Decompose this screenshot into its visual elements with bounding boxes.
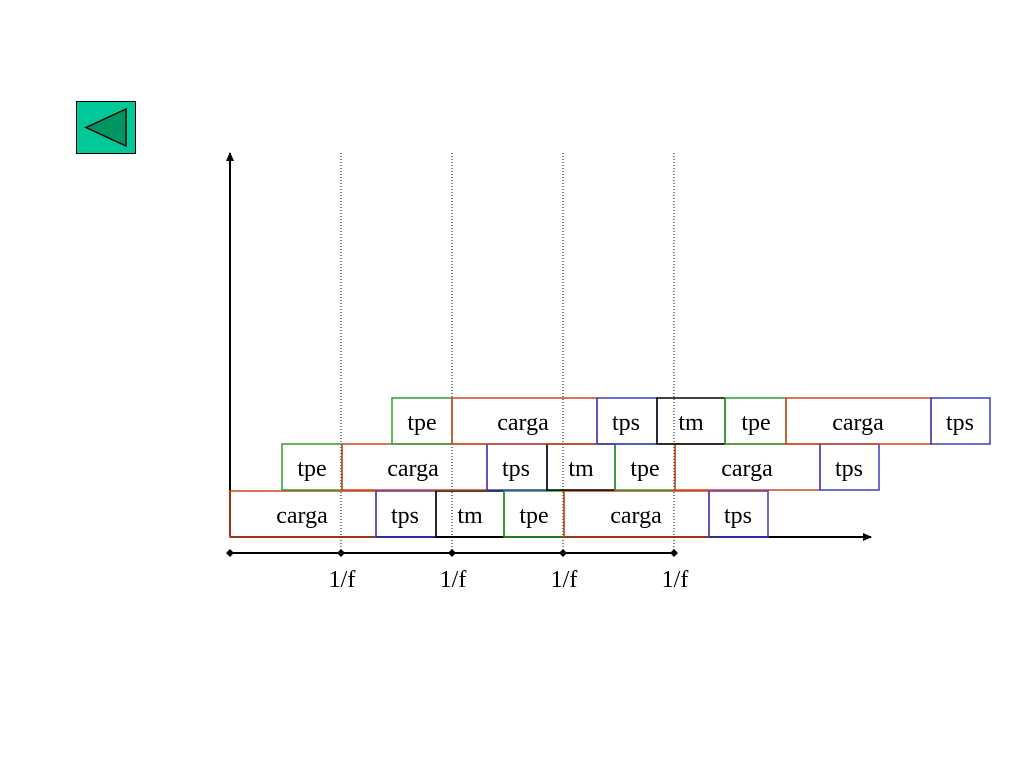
tps-block (708, 490, 769, 538)
period-guides (340, 153, 675, 553)
period-label: 1/f (551, 567, 578, 593)
block-label: carga (387, 456, 439, 482)
left-triangle-icon (76, 101, 136, 154)
block-label: tm (568, 456, 594, 482)
period-tick (226, 549, 234, 557)
block-label: tps (391, 503, 419, 529)
block-label: tps (502, 456, 530, 482)
back-button[interactable] (76, 101, 136, 154)
block-label: carga (497, 410, 549, 436)
period-tick (559, 549, 567, 557)
block-label: tpe (407, 410, 436, 436)
period-scale: 1/f 1/f 1/f 1/f (226, 549, 688, 593)
period-label: 1/f (662, 567, 689, 593)
pipeline-row-3: tpe carga tps tm tpe carga tps (391, 397, 991, 445)
pipeline-row-2: tpe carga tps tm tpe carga tps (281, 443, 880, 491)
block-label: tpe (630, 456, 659, 482)
block-label: carga (276, 503, 328, 529)
block-label: tpe (519, 503, 548, 529)
block-label: tps (724, 503, 752, 529)
block-label: tm (457, 503, 483, 529)
period-tick (670, 549, 678, 557)
tps-block (930, 397, 991, 445)
pipeline-row-1: carga tps tm tpe carga tps (229, 490, 769, 538)
block-label: tm (678, 410, 704, 436)
block-label: carga (610, 503, 662, 529)
block-label: tps (835, 456, 863, 482)
block-label: tpe (741, 410, 770, 436)
period-label: 1/f (440, 567, 467, 593)
period-tick (337, 549, 345, 557)
period-tick (448, 549, 456, 557)
period-label: 1/f (329, 567, 356, 593)
block-label: carga (721, 456, 773, 482)
block-label: carga (832, 410, 884, 436)
block-label: tps (946, 410, 974, 436)
block-label: tpe (297, 456, 326, 482)
block-label: tps (612, 410, 640, 436)
